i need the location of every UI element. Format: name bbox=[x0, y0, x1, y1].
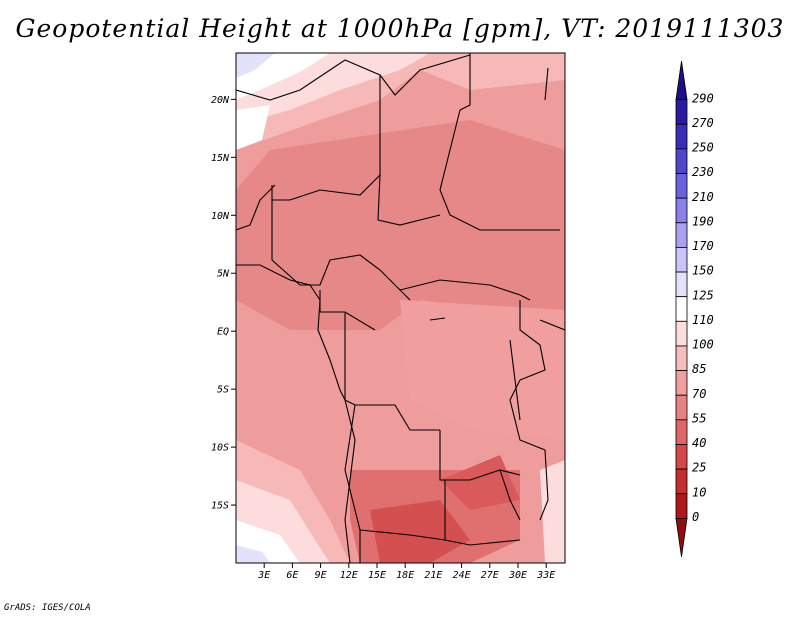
colorbar-label: 85 bbox=[692, 362, 706, 376]
colorbar-box bbox=[675, 173, 688, 199]
colorbar-box bbox=[675, 148, 688, 174]
lon-axis: 3E 6E 9E 12E 15E 18E 21E 24E 27E 30E 33E bbox=[257, 563, 555, 581]
lat-tick-label: 15S bbox=[211, 501, 229, 512]
colorbar-box bbox=[675, 444, 688, 470]
colorbar-label: 25 bbox=[692, 461, 706, 475]
lat-tick-label: 20N bbox=[211, 95, 230, 106]
lon-tick-label: 21E bbox=[424, 570, 442, 581]
colorbar-label: 0 bbox=[692, 510, 699, 524]
colorbar-label: 40 bbox=[692, 436, 706, 450]
lat-tick-label: 10N bbox=[211, 211, 230, 222]
colorbar-box bbox=[675, 493, 688, 519]
lat-tick-label: 10S bbox=[211, 443, 229, 454]
colorbar-label: 55 bbox=[692, 411, 706, 425]
colorbar-box bbox=[675, 394, 688, 421]
field-band-se bbox=[540, 460, 565, 563]
field-band-north4 bbox=[236, 53, 275, 78]
lat-axis: 20N 15N 10N 5N EQ 5S 10S 15S bbox=[211, 95, 236, 512]
colorbar-label: 270 bbox=[692, 116, 714, 130]
grads-credit: GrADS: IGES/COLA bbox=[4, 603, 91, 613]
colorbar-arrow-top bbox=[675, 60, 688, 101]
map-frame bbox=[235, 52, 566, 564]
colorbar-box bbox=[675, 271, 688, 298]
field-band-east bbox=[400, 300, 565, 440]
lon-tick-label: 15E bbox=[368, 570, 386, 581]
map-title: Geopotential Height at 1000hPa [gpm], VT… bbox=[15, 14, 785, 43]
colorbar-label: 290 bbox=[692, 91, 714, 105]
colorbar-label: 70 bbox=[692, 387, 706, 401]
colorbar-label: 125 bbox=[692, 288, 714, 302]
lon-tick-label: 33E bbox=[536, 570, 555, 581]
colorbar: 2902702502302101901701501251101008570554… bbox=[675, 60, 714, 558]
lon-tick-label: 6E bbox=[286, 570, 298, 581]
colorbar-box bbox=[675, 419, 688, 445]
colorbar-box bbox=[675, 468, 688, 495]
colorbar-box bbox=[675, 345, 688, 371]
colorbar-label: 110 bbox=[692, 313, 714, 327]
colorbar-label: 210 bbox=[692, 190, 714, 204]
lat-tick-label: EQ bbox=[217, 327, 229, 338]
colorbar-label: 230 bbox=[692, 165, 714, 179]
colorbar-box bbox=[675, 247, 688, 273]
colorbar-box bbox=[675, 99, 688, 125]
lon-tick-label: 30E bbox=[508, 570, 527, 581]
lon-tick-label: 24E bbox=[453, 570, 471, 581]
lat-tick-label: 5N bbox=[217, 269, 230, 280]
colorbar-box bbox=[675, 197, 688, 224]
colorbar-box bbox=[675, 370, 688, 396]
colorbar-label: 190 bbox=[692, 214, 714, 228]
lon-tick-label: 3E bbox=[257, 570, 270, 581]
field-band-sw4 bbox=[236, 545, 270, 563]
map-plot-area bbox=[236, 53, 565, 563]
colorbar-box bbox=[675, 123, 688, 150]
lon-tick-label: 9E bbox=[315, 570, 327, 581]
country-borders bbox=[236, 53, 565, 563]
lat-tick-label: 15N bbox=[211, 153, 230, 164]
lon-tick-label: 12E bbox=[340, 570, 358, 581]
colorbar-box bbox=[675, 222, 688, 248]
colorbar-label: 170 bbox=[692, 239, 714, 253]
field-patch-white bbox=[236, 105, 270, 150]
colorbar-label: 100 bbox=[692, 338, 714, 352]
colorbar-box bbox=[675, 296, 688, 322]
colorbar-label: 150 bbox=[692, 264, 714, 278]
lat-tick-label: 5S bbox=[217, 385, 229, 396]
colorbar-arrow-bottom bbox=[675, 517, 688, 558]
colorbar-label: 250 bbox=[692, 141, 714, 155]
field-band-low3 bbox=[440, 455, 520, 510]
lon-tick-label: 27E bbox=[481, 570, 499, 581]
colorbar-label: 10 bbox=[692, 485, 706, 499]
colorbar-box bbox=[675, 320, 688, 347]
lon-tick-label: 18E bbox=[396, 570, 414, 581]
